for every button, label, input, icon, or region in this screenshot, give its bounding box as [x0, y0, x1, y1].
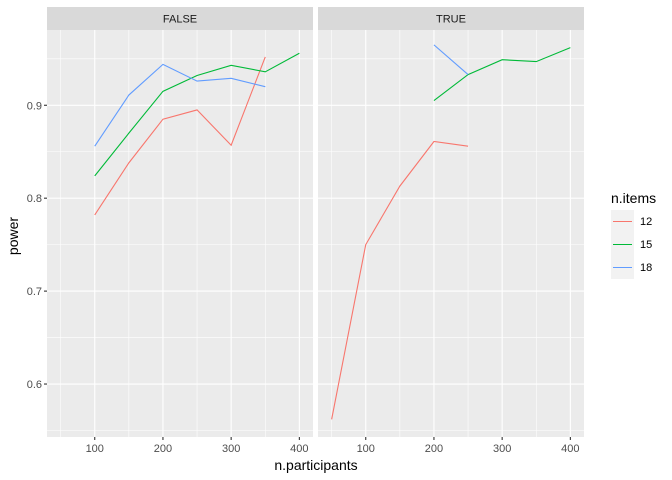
x-tick-label: 300 [493, 443, 511, 455]
series-line-12 [331, 140, 469, 420]
facet-strip [47, 7, 313, 30]
legend-label-12: 12 [640, 216, 652, 228]
series-line-18 [94, 63, 266, 147]
x-tick-label: 200 [154, 443, 172, 455]
panel-background [47, 30, 313, 437]
panel-false: FALSE [47, 7, 313, 437]
facet-strip [318, 7, 584, 30]
series-line-15 [433, 47, 571, 102]
legend-label-18: 18 [640, 262, 652, 274]
panels-layer: FALSE TRUE [47, 7, 584, 437]
y-tick-label: 0.8 [27, 193, 42, 205]
x-tick-label: 200 [425, 443, 443, 455]
axes-layer: 100 200 300 400 100 200 300 400 0.6 0.7 0.8 0.9 [27, 100, 580, 455]
x-tick-label: 300 [222, 443, 240, 455]
y-axis-title: power [5, 217, 21, 255]
legend-title: n.items [611, 190, 656, 206]
facet-strip-label: TRUE [436, 14, 466, 26]
panel-background [318, 30, 584, 437]
y-tick-label: 0.7 [27, 286, 42, 298]
x-axis-title: n.participants [274, 457, 357, 473]
x-tick-label: 400 [561, 443, 579, 455]
series-line-12 [94, 56, 266, 216]
y-tick-label: 0.6 [27, 379, 42, 391]
x-tick-label: 100 [86, 443, 104, 455]
y-tick-label: 0.9 [27, 100, 42, 112]
series-line-18 [433, 44, 469, 76]
series-line-15 [94, 52, 300, 177]
panel-true: TRUE [318, 7, 584, 437]
x-tick-label: 400 [290, 443, 308, 455]
x-tick-label: 100 [357, 443, 375, 455]
legend: n.items 12 15 18 [611, 190, 656, 279]
legend-label-15: 15 [640, 239, 652, 251]
facet-strip-label: FALSE [163, 14, 197, 26]
